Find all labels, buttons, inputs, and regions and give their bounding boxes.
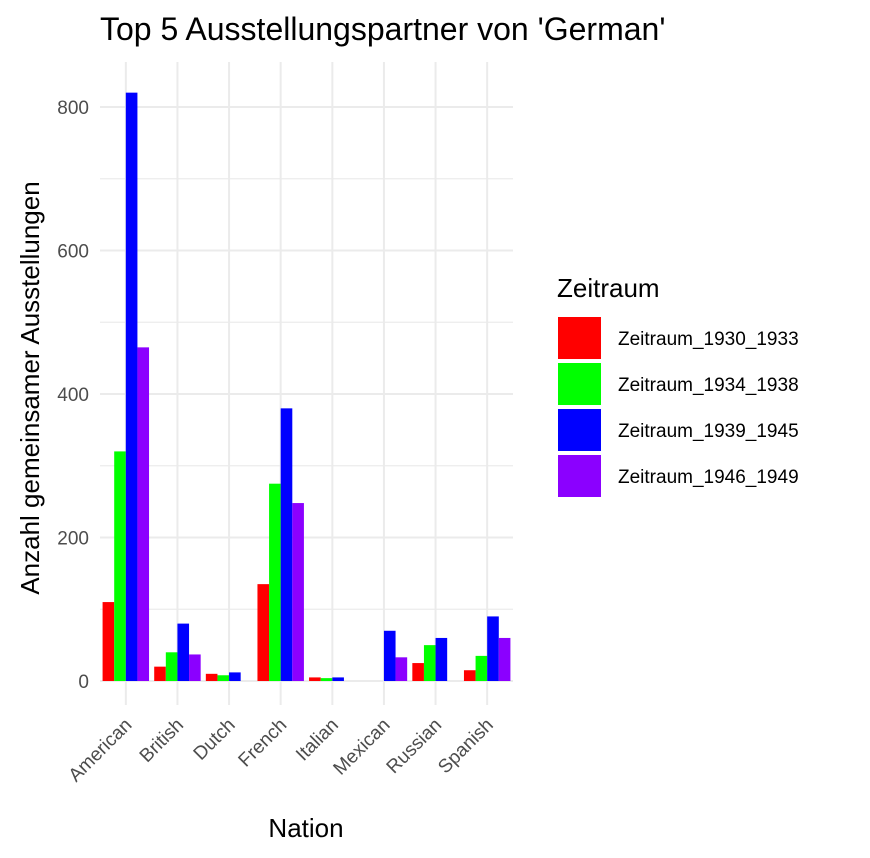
bar	[292, 503, 304, 681]
bar	[498, 637, 511, 681]
bar	[383, 630, 396, 681]
x-tick-label: Mexican	[330, 715, 395, 780]
legend: Zeitraum Zeitraum_1930_1933 Zeitraum_1934…	[557, 273, 799, 497]
legend-label: Zeitraum_1930_1933	[618, 329, 799, 350]
bar	[229, 672, 241, 681]
bar	[137, 347, 150, 681]
bar	[320, 678, 333, 681]
bar	[205, 673, 218, 681]
y-axis-title: Anzahl gemeinsamer Ausstellungen	[15, 181, 45, 594]
y-tick-label: 600	[57, 242, 89, 263]
legend-label: Zeitraum_1939_1945	[618, 421, 799, 442]
x-tick-label: Russian	[383, 715, 446, 778]
x-tick-label: Spanish	[434, 715, 497, 778]
bars	[102, 92, 511, 681]
legend-key	[558, 363, 601, 405]
bar	[309, 677, 321, 681]
bar	[463, 670, 476, 681]
bar	[102, 602, 115, 681]
legend-key	[558, 409, 601, 451]
y-tick-label: 0	[78, 672, 89, 693]
bar	[269, 483, 281, 681]
y-axis-ticks: 0 200 400 600 800	[57, 98, 89, 693]
x-tick-label: French	[235, 715, 292, 772]
x-tick-label: British	[136, 715, 188, 767]
bar	[154, 666, 166, 681]
legend-key	[558, 317, 601, 359]
bar	[487, 616, 499, 681]
grid	[100, 62, 513, 705]
bar	[332, 677, 344, 681]
legend-title: Zeitraum	[557, 273, 660, 303]
bar	[435, 637, 448, 681]
bar	[280, 408, 293, 681]
legend-label: Zeitraum_1946_1949	[618, 467, 799, 488]
y-tick-label: 400	[57, 385, 89, 406]
bar	[423, 645, 436, 681]
bar	[475, 655, 488, 681]
legend-label: Zeitraum_1934_1938	[618, 375, 799, 396]
y-tick-label: 800	[57, 98, 89, 119]
legend-key	[558, 455, 601, 497]
bar	[177, 623, 190, 681]
bar	[412, 663, 424, 681]
x-axis-title: Nation	[268, 813, 343, 843]
bar	[217, 675, 230, 681]
x-tick-label: Dutch	[190, 715, 240, 765]
bar	[257, 584, 270, 681]
x-tick-label: American	[65, 715, 137, 787]
bar	[114, 451, 126, 681]
bar	[189, 654, 201, 681]
chart-title: Top 5 Ausstellungspartner von 'German'	[100, 11, 665, 47]
bar	[165, 652, 178, 681]
bar	[125, 92, 138, 681]
bar	[395, 657, 408, 681]
y-tick-label: 200	[57, 529, 89, 550]
